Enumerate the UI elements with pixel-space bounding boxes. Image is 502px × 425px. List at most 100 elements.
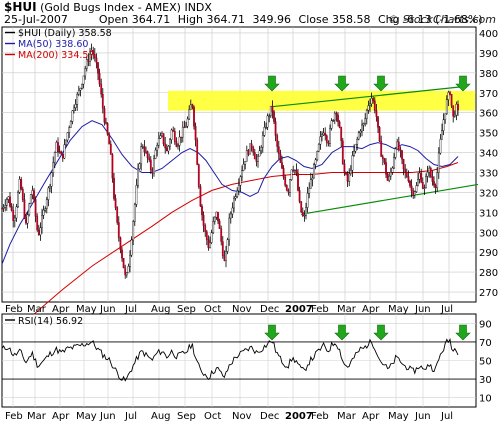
y-tick-label: 340	[479, 149, 498, 160]
price-bar-body	[348, 173, 351, 182]
price-bar-body	[10, 206, 13, 211]
price-bar-body	[33, 190, 35, 200]
rsi-x-tick-label: Nov	[232, 411, 252, 422]
price-bar-body	[383, 158, 386, 163]
rsi-x-tick-label: May	[388, 411, 409, 422]
price-panel: 270 280 290 300 310 320 330 340 350 360 370 380 390 4…	[1, 26, 498, 337]
price-bar-body	[444, 113, 447, 120]
price-bar-body	[201, 206, 203, 216]
price-bar-body	[129, 254, 131, 267]
rsi-x-tick-label: Jun	[414, 411, 431, 422]
price-bar-body	[124, 267, 127, 276]
y-tick-label: 360	[479, 109, 498, 120]
rsi-y-tick-label: 90	[479, 319, 492, 330]
price-bar-body	[122, 257, 125, 269]
x-tick-label: Dec	[260, 304, 279, 315]
price-bar-body	[418, 172, 421, 180]
lower-trendline	[300, 183, 479, 215]
price-bar-body	[12, 210, 15, 221]
price-bar-body	[361, 124, 363, 132]
price-bar-body	[20, 179, 23, 190]
price-bar-body	[159, 135, 162, 139]
price-bar-body	[269, 105, 272, 116]
price-bar-body	[193, 106, 195, 127]
price-bar-body	[338, 121, 341, 128]
price-bar-body	[271, 105, 274, 112]
price-bar-body	[327, 142, 330, 144]
price-bar-body	[223, 255, 226, 261]
price-bar-body	[218, 220, 221, 229]
price-bar-body	[7, 196, 10, 200]
price-bar-body	[455, 104, 458, 116]
price-bar-body	[247, 150, 250, 155]
price-bar-body	[15, 206, 18, 219]
price-bar-body	[255, 158, 258, 162]
x-tick-label: Sep	[177, 304, 196, 315]
price-bar-body	[445, 99, 448, 114]
price-bar-body	[277, 146, 280, 155]
price-bar-body	[420, 172, 423, 183]
rsi-x-tick-label: Aug	[151, 411, 171, 422]
price-bar-body	[213, 216, 216, 222]
price-bar-body	[244, 161, 247, 165]
index-name: (Gold Bugs Index - AMEX) INDX	[40, 1, 212, 14]
chart-header: $HUI (Gold Bugs Index - AMEX) INDX 25-Ju…	[4, 1, 483, 26]
ma200-line	[1, 162, 459, 337]
rsi-x-tick-label: Oct	[204, 411, 221, 422]
price-bar-body	[133, 204, 136, 222]
price-bar-body	[178, 136, 181, 146]
price-bar-body	[369, 103, 371, 106]
price-bar-body	[180, 136, 183, 138]
price-bar-body	[341, 140, 344, 165]
price-bar-body	[95, 57, 98, 63]
price-bar-body	[359, 130, 362, 134]
price-bar-body	[457, 104, 459, 111]
price-bar-body	[322, 132, 325, 136]
price-bar-body	[301, 211, 304, 216]
price-bar-body	[370, 98, 373, 105]
price-bar-body	[111, 154, 114, 179]
price-bar-body	[145, 151, 147, 153]
price-bar-body	[343, 163, 346, 174]
price-bar-body	[21, 189, 24, 200]
rsi-x-tick-label: Feb	[5, 411, 23, 422]
rsi-x-tick-label: Jul	[124, 411, 137, 422]
price-bar-body	[253, 152, 256, 160]
price-bar-body	[89, 54, 91, 62]
price-bar-body	[65, 139, 67, 145]
price-bar-body	[228, 217, 231, 240]
x-tick-label: Nov	[232, 304, 252, 315]
price-bar-body	[309, 179, 312, 189]
price-bar-body	[140, 146, 143, 165]
price-bar-body	[375, 110, 378, 117]
price-bar-body	[293, 169, 296, 171]
price-bar-body	[13, 217, 16, 221]
rsi-x-tick-label: Sep	[177, 411, 196, 422]
price-bar-body	[442, 119, 445, 131]
price-bar-body	[241, 170, 243, 178]
price-bar-body	[449, 92, 451, 95]
price-bar-body	[189, 104, 192, 110]
rsi-x-tick-label: Mar	[337, 411, 357, 422]
price-bar-body	[36, 216, 39, 231]
price-bar-body	[306, 192, 309, 208]
price-bar-body	[191, 104, 194, 108]
price-bar-body	[373, 100, 376, 111]
price-bar-body	[319, 136, 322, 145]
price-bar-body	[437, 152, 440, 173]
price-bar-body	[340, 127, 343, 142]
price-bar-body	[71, 110, 74, 122]
price-bar-body	[119, 237, 122, 251]
price-bar-body	[426, 172, 429, 177]
price-bar-body	[364, 118, 367, 124]
price-bar-body	[44, 208, 47, 211]
price-bar-body	[47, 187, 50, 200]
price-bar-body	[151, 169, 154, 174]
price-bar-body	[285, 185, 288, 191]
price-bar-body	[60, 151, 63, 155]
y-tick-label: 400	[479, 29, 498, 40]
price-bar-body	[220, 228, 223, 242]
price-bar-body	[53, 152, 56, 163]
price-bar-body	[138, 163, 141, 170]
price-bar-body	[68, 127, 71, 133]
